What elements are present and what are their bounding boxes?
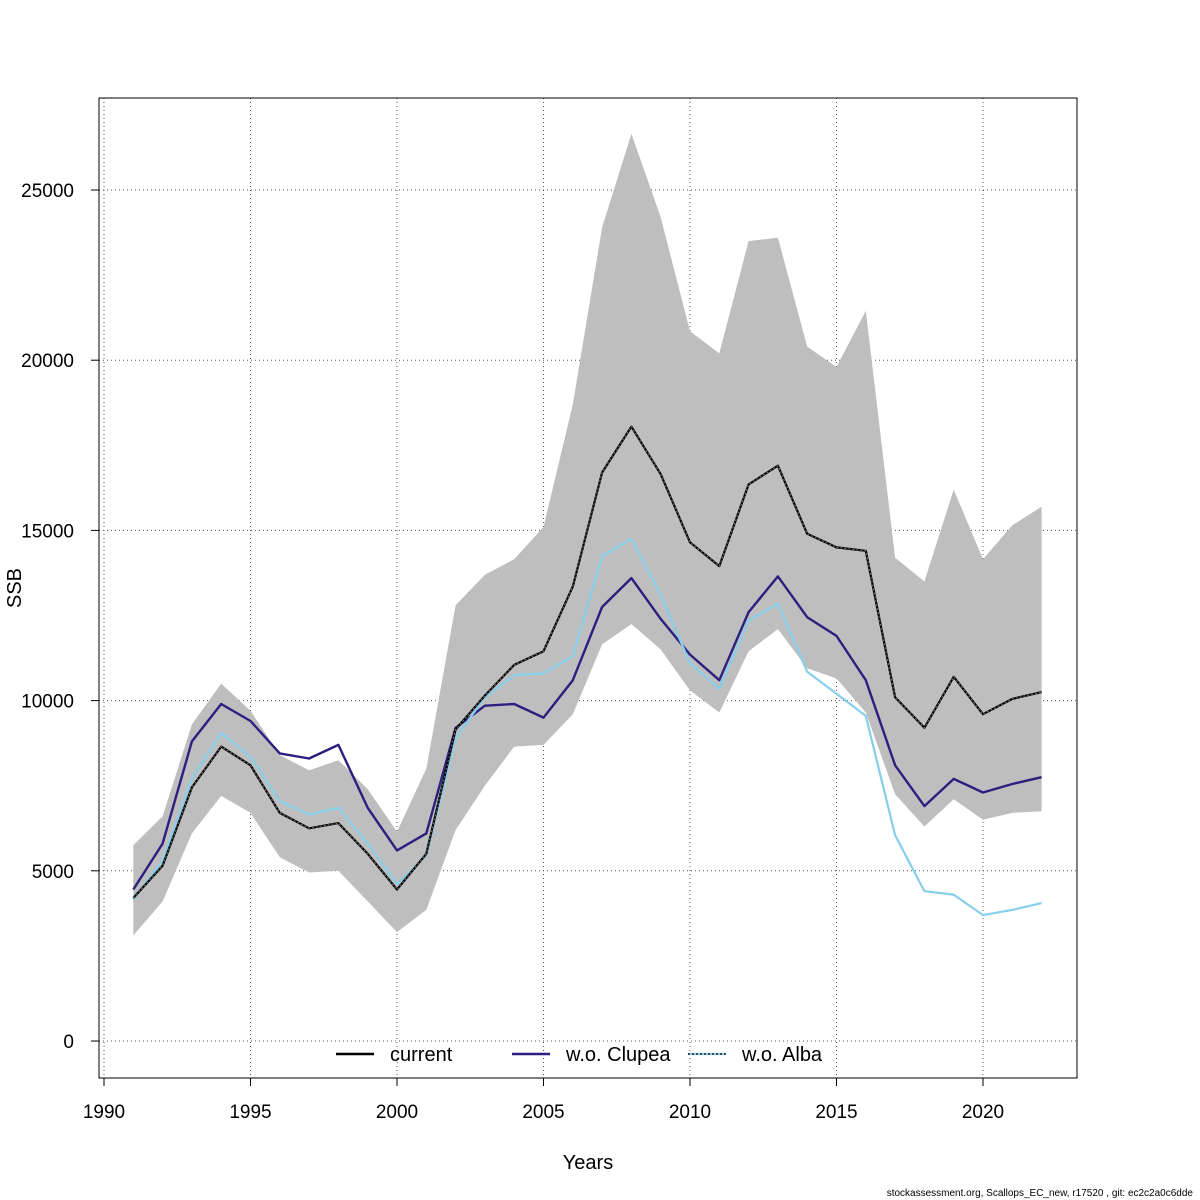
footer-text: stockassessment.org, Scallops_EC_new, r1…	[887, 1188, 1194, 1199]
series-group	[132, 425, 1042, 917]
legend: current w.o. Clupea w.o. Alba	[336, 1044, 823, 1066]
x-tick-label: 1995	[229, 1102, 271, 1123]
x-tick-label: 2015	[815, 1102, 857, 1123]
y-tick-label: 20000	[21, 351, 74, 372]
y-axis-title: SSB	[4, 568, 26, 608]
x-tick-label: 2000	[376, 1102, 418, 1123]
x-tick-label: 2005	[522, 1102, 564, 1123]
x-tick-label: 2020	[962, 1102, 1004, 1123]
y-tick-label: 0	[63, 1032, 74, 1053]
series-line-w-o-clupea	[132, 575, 1042, 891]
x-tick-label: 2010	[669, 1102, 711, 1123]
x-tick-label: 1990	[83, 1102, 125, 1123]
y-axis: 0 5000 10000 15000 20000 25000	[21, 181, 100, 1053]
x-axis: 1990 1995 2000 2005 2010 2015 2020	[83, 1077, 1004, 1123]
series-line-w-o-alba	[132, 537, 1042, 917]
confidence-band-area	[133, 133, 1042, 936]
confidence-band	[133, 133, 1042, 936]
x-axis-title: Years	[563, 1152, 613, 1174]
series-line-current-dots	[132, 425, 1042, 899]
legend-label-current: current	[390, 1044, 453, 1066]
legend-label-w-o-alba: w.o. Alba	[741, 1044, 823, 1066]
y-tick-label: 25000	[21, 181, 74, 202]
y-tick-label: 10000	[21, 692, 74, 713]
y-tick-label: 5000	[32, 862, 74, 883]
y-tick-label: 15000	[21, 521, 74, 542]
legend-label-w-o-clupea: w.o. Clupea	[565, 1044, 671, 1066]
